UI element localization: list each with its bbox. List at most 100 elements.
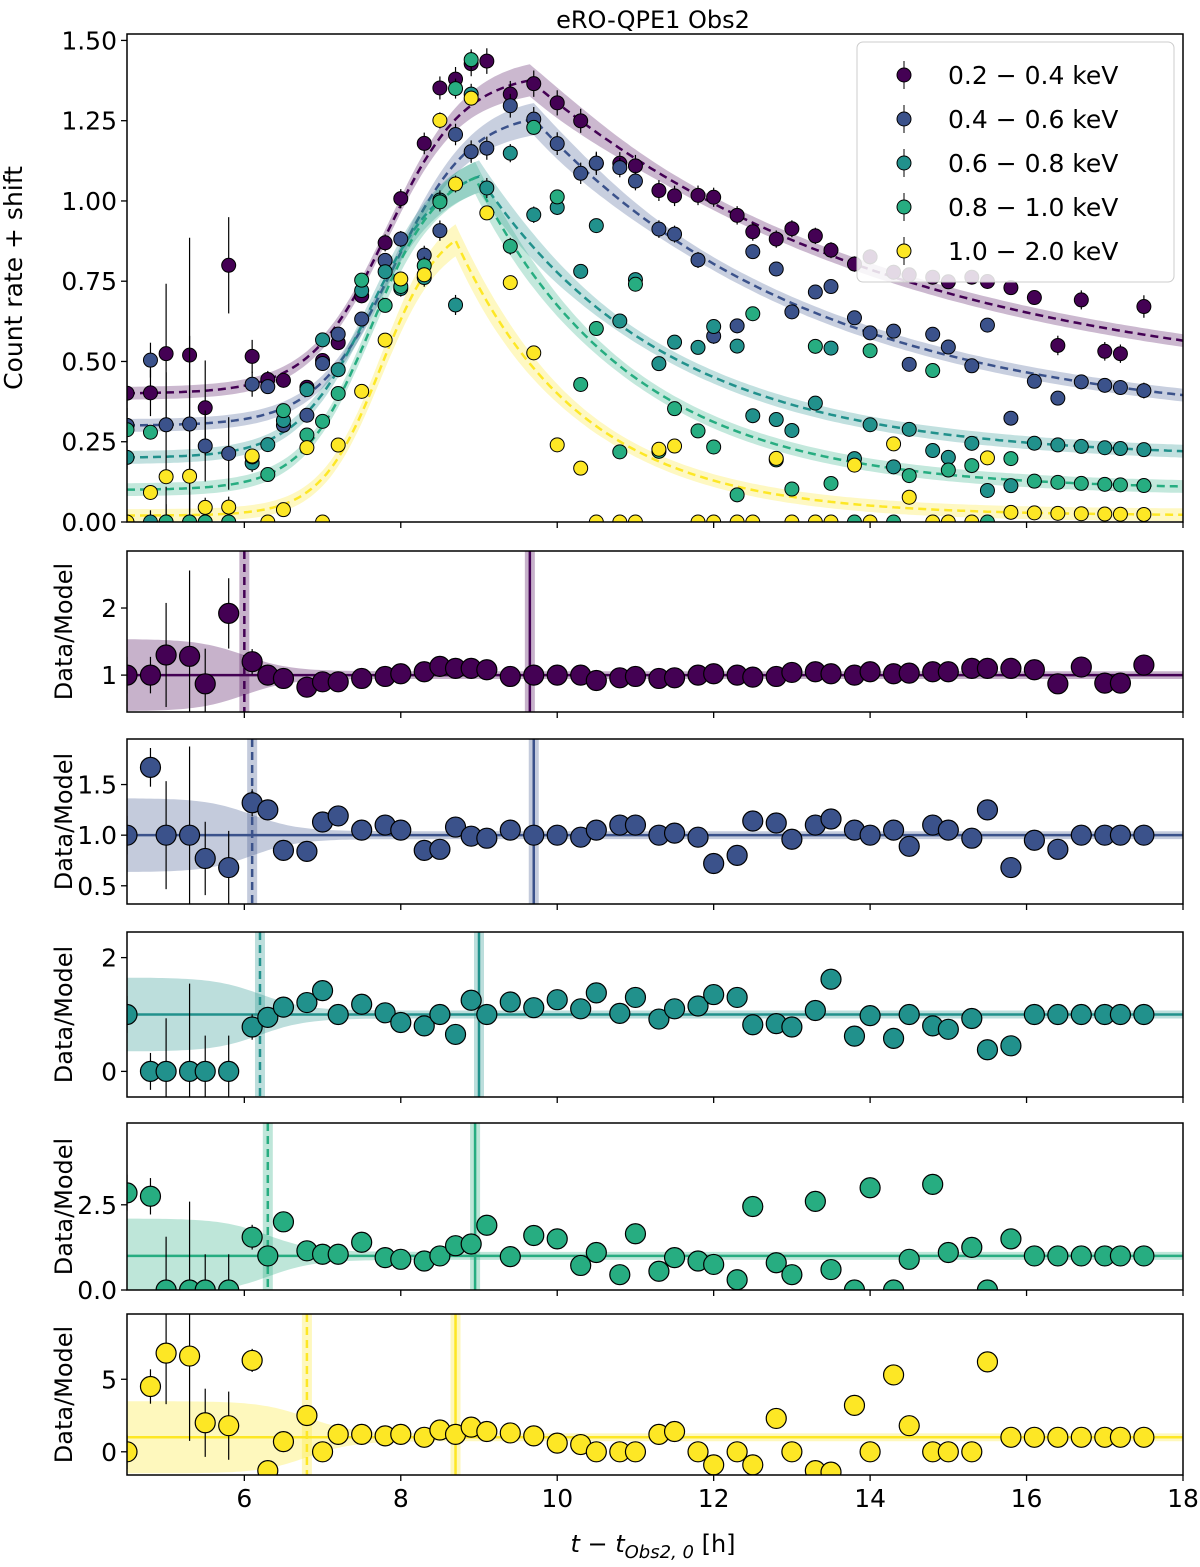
legend-marker-1 [896, 111, 912, 127]
data-point-4 [823, 514, 839, 522]
x-tick-label: 14 [854, 1484, 886, 1513]
data-point-4 [502, 275, 518, 291]
data-point-4 [1026, 505, 1042, 521]
data-point-1 [260, 379, 276, 395]
data-point-2 [862, 417, 878, 433]
data-point-2 [330, 362, 346, 378]
legend: 0.2 − 0.4 keV 0.4 − 0.6 keV 0.6 − 0.8 keV 0… [856, 41, 1175, 283]
data-point-4 [573, 460, 589, 476]
data-point-0 [690, 187, 706, 203]
data-point-3 [354, 272, 370, 288]
data-point-3 [197, 514, 213, 522]
ratio-point [523, 824, 545, 846]
data-point-4 [964, 514, 980, 522]
data-point-3 [1112, 477, 1128, 493]
data-point-2 [1073, 438, 1089, 454]
legend-marker-3 [896, 199, 912, 215]
ratio-point [241, 1349, 263, 1372]
data-point-4 [768, 450, 784, 466]
ratio-point [155, 1342, 177, 1364]
data-point-1 [573, 165, 589, 181]
ratio-point [726, 1269, 748, 1290]
plot-area-ratio-0.8-1.0 [127, 1123, 1183, 1290]
ratio-point [194, 1279, 216, 1290]
ratio-point [546, 664, 568, 686]
ratio-point [272, 667, 295, 690]
ratio-point [257, 1006, 279, 1028]
ratio-point [687, 826, 709, 848]
ratio-point [1000, 657, 1022, 679]
ratio-point [523, 1425, 545, 1447]
data-point-3 [330, 385, 346, 401]
ratio-point [476, 1003, 498, 1026]
ratio-point [476, 1420, 498, 1443]
data-point-3 [862, 343, 878, 359]
data-point-0 [729, 207, 745, 223]
ratio-point [820, 1461, 842, 1475]
panel-frame [126, 1313, 1184, 1476]
data-point-4 [244, 448, 260, 464]
data-point-1 [901, 356, 917, 372]
ratio-point [742, 1195, 764, 1218]
data-point-2 [979, 482, 995, 498]
plot-area-ratio-0.4-0.6 [127, 739, 1183, 904]
y-tick-label: 2 [101, 944, 117, 973]
data-point-0 [416, 135, 432, 151]
data-point-4 [448, 176, 464, 192]
x-tick-label: 12 [698, 1484, 730, 1513]
ratio-point [961, 1236, 983, 1258]
y-tick-label: 0 [101, 1057, 117, 1086]
data-point-3 [260, 467, 276, 483]
data-point-3 [627, 276, 643, 292]
ratio-point [127, 664, 138, 686]
y-tick-label: 0.75 [61, 267, 117, 296]
data-point-1 [940, 339, 956, 355]
data-point-1 [448, 126, 464, 142]
ratio-point [882, 1279, 905, 1290]
data-point-3 [823, 475, 839, 491]
ratio-point [194, 1060, 216, 1082]
data-point-4 [612, 514, 628, 522]
ratio-point [898, 1248, 920, 1270]
ratio-point [546, 1228, 568, 1250]
ratio-point [374, 1002, 396, 1024]
data-point-4 [1073, 506, 1089, 522]
data-point-1 [197, 438, 213, 454]
data-point-0 [377, 235, 393, 251]
data-point-0 [768, 231, 784, 247]
data-point-1 [432, 223, 448, 239]
ratio-point [218, 602, 240, 624]
ratio-point [327, 671, 349, 693]
ratio-point [859, 1177, 881, 1199]
ratio-point [937, 661, 959, 683]
ratio-point [726, 844, 748, 867]
data-point-4 [1097, 506, 1113, 522]
data-point-0 [549, 95, 565, 111]
data-point-1 [330, 326, 346, 342]
data-point-1 [588, 155, 604, 171]
data-point-4 [1003, 504, 1019, 520]
data-point-4 [479, 205, 495, 221]
ratio-point [257, 1460, 279, 1475]
ratio-point [742, 1014, 764, 1036]
ratio-point [1047, 1245, 1069, 1267]
ratio-point [194, 847, 216, 870]
ratio-point [218, 1279, 240, 1290]
x-axis-label-unit: [h] [694, 1530, 736, 1558]
ratio-point [155, 1279, 177, 1290]
data-point-4 [142, 484, 158, 500]
x-tick-label: 8 [393, 1484, 409, 1513]
data-point-1 [1050, 390, 1066, 406]
ratio-point [390, 819, 412, 841]
data-point-3 [573, 376, 589, 392]
ratio-point [585, 669, 607, 692]
ratio-point [460, 1233, 482, 1255]
y-tick-label: 0 [101, 1438, 117, 1467]
ratio-point [1109, 1426, 1132, 1448]
x-tick-label: 16 [1011, 1484, 1043, 1513]
ratio-point [1109, 672, 1132, 694]
y-axis-label: Data/Model [50, 563, 78, 700]
ratio-point [241, 651, 263, 673]
